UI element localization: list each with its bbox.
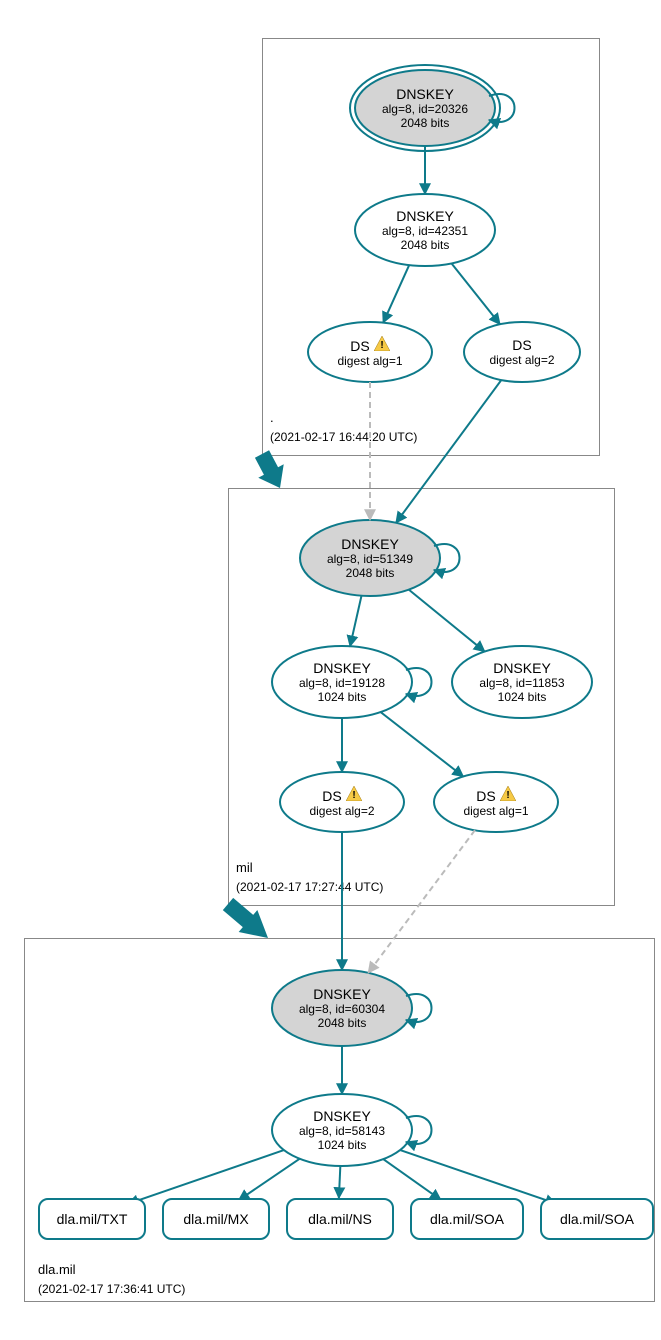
node-root-zsk: DNSKEYalg=8, id=423512048 bits [355,194,495,266]
record-label-rr-soa2: dla.mil/SOA [560,1211,634,1227]
record-label-rr-txt: dla.mil/TXT [57,1211,128,1227]
node-root-ksk: DNSKEYalg=8, id=203262048 bits [355,70,495,146]
node-root-ds2: DSdigest alg=2 [464,322,580,382]
node-sub1-mil-zsk1: alg=8, id=19128 [299,676,385,690]
node-sub1-root-zsk: alg=8, id=42351 [382,224,468,238]
node-sub2-mil-ksk: 2048 bits [346,566,395,580]
node-title-mil-ds2: DS! [322,786,361,804]
node-sub1-dla-zsk: alg=8, id=58143 [299,1124,385,1138]
node-sub1-mil-zsk2: alg=8, id=11853 [479,676,564,690]
zone-label-dlamil: dla.mil [38,1262,76,1277]
node-sub2-dla-ksk: 2048 bits [318,1016,367,1030]
node-title-mil-zsk1: DNSKEY [313,660,371,676]
svg-text:!: ! [380,340,383,351]
node-title-root-ksk: DNSKEY [396,86,454,102]
record-rr-soa1: dla.mil/SOA [410,1198,524,1240]
node-title-root-zsk: DNSKEY [396,208,454,224]
node-dla-zsk: DNSKEYalg=8, id=581431024 bits [272,1094,412,1166]
zone-label-root: . [270,410,274,425]
node-sub1-mil-ksk: alg=8, id=51349 [327,552,413,566]
warning-icon: ! [500,786,516,804]
svg-text:!: ! [506,790,509,801]
warning-icon: ! [374,336,390,354]
node-sub2-root-ksk: 2048 bits [401,116,450,130]
node-sub1-root-ksk: alg=8, id=20326 [382,102,468,116]
node-mil-zsk2: DNSKEYalg=8, id=118531024 bits [452,646,592,718]
node-sub2-mil-zsk2: 1024 bits [498,690,547,704]
node-title-root-ds2: DS [512,337,531,353]
record-rr-txt: dla.mil/TXT [38,1198,146,1240]
node-title-dla-zsk: DNSKEY [313,1108,371,1124]
record-label-rr-soa1: dla.mil/SOA [430,1211,504,1227]
node-mil-ds1: DS!digest alg=1 [434,772,558,832]
node-mil-ksk: DNSKEYalg=8, id=513492048 bits [300,520,440,596]
svg-text:!: ! [352,790,355,801]
node-title-mil-zsk2: DNSKEY [493,660,551,676]
node-sub2-dla-zsk: 1024 bits [318,1138,367,1152]
record-rr-ns: dla.mil/NS [286,1198,394,1240]
zone-label-mil: mil [236,860,253,875]
record-rr-mx: dla.mil/MX [162,1198,270,1240]
node-title-root-ds1: DS! [350,336,389,354]
node-root-ds1: DS!digest alg=1 [308,322,432,382]
node-sub1-mil-ds1: digest alg=1 [463,804,528,818]
node-dla-ksk: DNSKEYalg=8, id=603042048 bits [272,970,412,1046]
node-mil-zsk1: DNSKEYalg=8, id=191281024 bits [272,646,412,718]
node-mil-ds2: DS!digest alg=2 [280,772,404,832]
node-sub1-root-ds2: digest alg=2 [489,353,554,367]
node-title-mil-ds1: DS! [476,786,515,804]
record-rr-soa2: dla.mil/SOA [540,1198,654,1240]
node-title-dla-ksk: DNSKEY [313,986,371,1002]
node-title-mil-ksk: DNSKEY [341,536,399,552]
zone-timestamp-dlamil: (2021-02-17 17:36:41 UTC) [38,1282,185,1296]
node-sub1-root-ds1: digest alg=1 [337,354,402,368]
node-sub2-mil-zsk1: 1024 bits [318,690,367,704]
node-sub2-root-zsk: 2048 bits [401,238,450,252]
node-sub1-dla-ksk: alg=8, id=60304 [299,1002,385,1016]
zone-timestamp-mil: (2021-02-17 17:27:44 UTC) [236,880,383,894]
node-sub1-mil-ds2: digest alg=2 [309,804,374,818]
record-label-rr-ns: dla.mil/NS [308,1211,372,1227]
warning-icon: ! [346,786,362,804]
zone-timestamp-root: (2021-02-17 16:44:20 UTC) [270,430,417,444]
record-label-rr-mx: dla.mil/MX [183,1211,248,1227]
